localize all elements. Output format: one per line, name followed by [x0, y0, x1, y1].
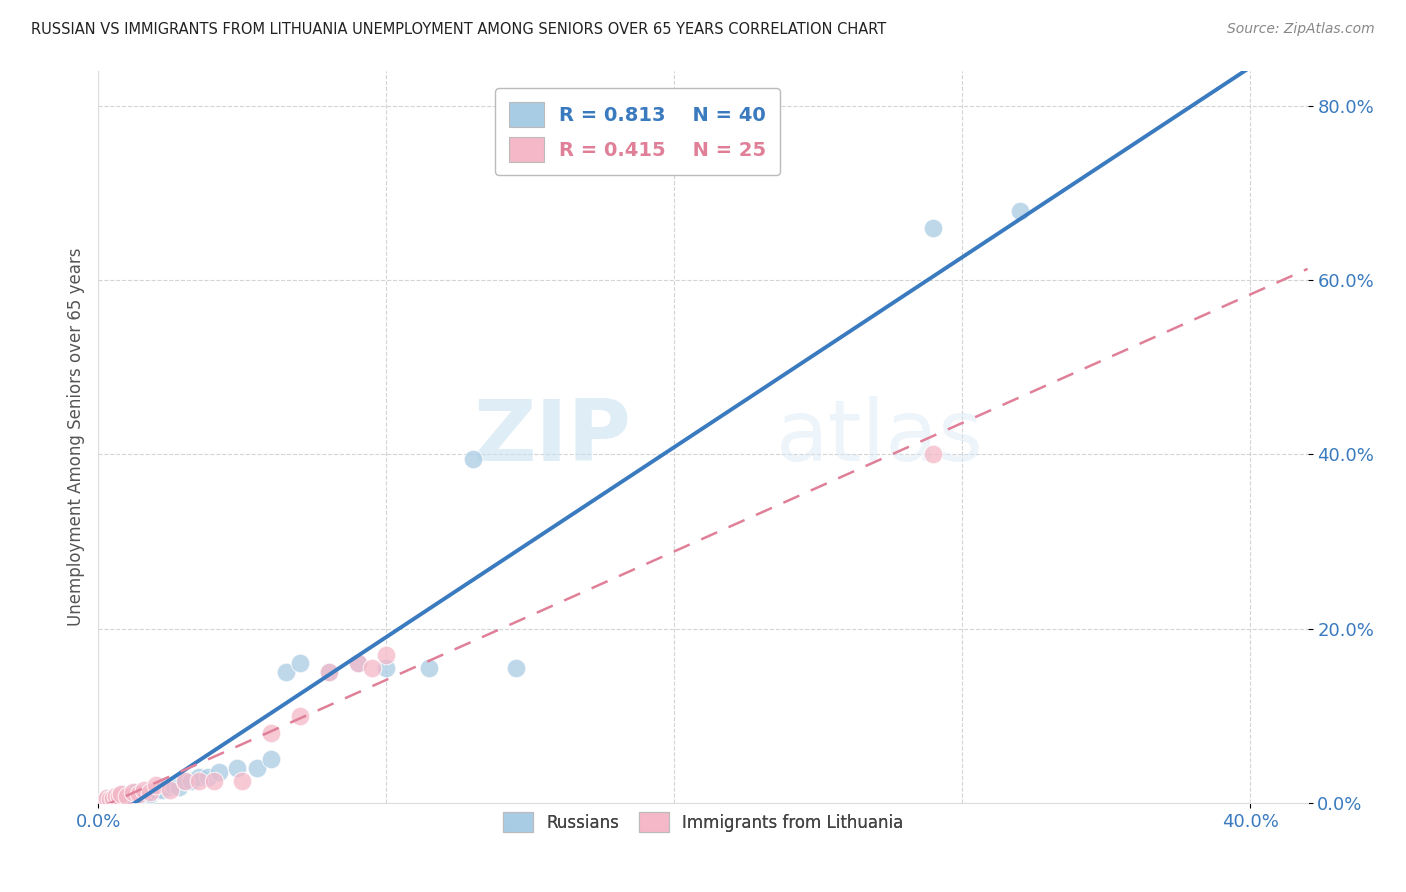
- Point: [173, 774, 195, 789]
- Point: [162, 778, 184, 792]
- Point: [131, 787, 153, 801]
- Point: [110, 787, 132, 801]
- Point: [112, 792, 135, 806]
- Point: [346, 657, 368, 671]
- Point: [98, 792, 121, 806]
- Point: [128, 789, 150, 803]
- Text: RUSSIAN VS IMMIGRANTS FROM LITHUANIA UNEMPLOYMENT AMONG SENIORS OVER 65 YEARS CO: RUSSIAN VS IMMIGRANTS FROM LITHUANIA UNE…: [31, 22, 886, 37]
- Point: [418, 661, 440, 675]
- Point: [145, 782, 167, 797]
- Point: [150, 782, 173, 797]
- Point: [260, 752, 283, 766]
- Point: [93, 794, 115, 808]
- Point: [461, 451, 484, 466]
- Point: [173, 774, 195, 789]
- Point: [202, 774, 225, 789]
- Point: [375, 661, 398, 675]
- Point: [346, 657, 368, 671]
- Point: [139, 787, 162, 801]
- Point: [225, 761, 247, 775]
- Point: [197, 770, 219, 784]
- Point: [93, 794, 115, 808]
- Point: [922, 448, 945, 462]
- Point: [122, 785, 145, 799]
- Point: [180, 774, 202, 789]
- Point: [361, 661, 384, 675]
- Point: [260, 726, 283, 740]
- Text: ZIP: ZIP: [472, 395, 630, 479]
- Point: [167, 780, 190, 794]
- Point: [288, 708, 311, 723]
- Point: [136, 785, 159, 799]
- Text: atlas: atlas: [776, 395, 984, 479]
- Point: [922, 221, 945, 235]
- Point: [104, 789, 127, 803]
- Point: [208, 765, 231, 780]
- Point: [159, 782, 181, 797]
- Point: [188, 774, 211, 789]
- Point: [288, 657, 311, 671]
- Point: [505, 661, 527, 675]
- Point: [128, 787, 150, 801]
- Point: [107, 789, 129, 803]
- Point: [101, 790, 124, 805]
- Text: Source: ZipAtlas.com: Source: ZipAtlas.com: [1227, 22, 1375, 37]
- Point: [134, 782, 156, 797]
- Point: [115, 789, 138, 803]
- Point: [104, 789, 127, 803]
- Point: [1008, 203, 1031, 218]
- Point: [156, 780, 179, 794]
- Point: [231, 774, 253, 789]
- Point: [115, 789, 138, 803]
- Point: [110, 787, 132, 801]
- Point: [122, 789, 145, 803]
- Point: [246, 761, 269, 775]
- Point: [274, 665, 297, 680]
- Point: [375, 648, 398, 662]
- Point: [120, 787, 142, 801]
- Point: [139, 785, 162, 799]
- Point: [188, 770, 211, 784]
- Point: [145, 778, 167, 792]
- Point: [318, 665, 340, 680]
- Point: [98, 793, 121, 807]
- Point: [318, 665, 340, 680]
- Point: [125, 785, 148, 799]
- Y-axis label: Unemployment Among Seniors over 65 years: Unemployment Among Seniors over 65 years: [66, 248, 84, 626]
- Point: [96, 791, 118, 805]
- Point: [101, 790, 124, 805]
- Point: [107, 790, 129, 805]
- Point: [101, 792, 124, 806]
- Point: [96, 791, 118, 805]
- Legend: Russians, Immigrants from Lithuania: Russians, Immigrants from Lithuania: [496, 805, 910, 838]
